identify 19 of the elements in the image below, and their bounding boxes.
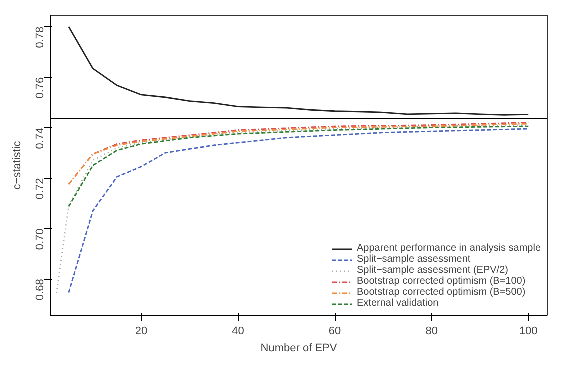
x-tick-label: 40 bbox=[232, 326, 244, 338]
legend-label: Split−sample assessment bbox=[357, 254, 471, 265]
legend-label: Split−sample assessment (EPV/2) bbox=[357, 265, 508, 276]
y-tick-label: 0.72 bbox=[34, 178, 46, 200]
legend-label: Apparent performance in analysis sample bbox=[357, 243, 541, 254]
y-tick-label: 0.76 bbox=[34, 77, 46, 99]
y-axis-title: c−statistic bbox=[12, 140, 24, 190]
y-tick-label: 0.78 bbox=[34, 26, 46, 48]
legend-label: Bootstrap corrected optimism (B=500) bbox=[357, 287, 526, 298]
legend-label: External validation bbox=[357, 298, 439, 309]
legend-label: Bootstrap corrected optimism (B=100) bbox=[357, 276, 526, 287]
y-tick-label: 0.70 bbox=[34, 228, 46, 250]
y-tick-label: 0.68 bbox=[34, 279, 46, 301]
x-axis-title: Number of EPV bbox=[260, 342, 338, 354]
x-tick-label: 80 bbox=[426, 326, 438, 338]
x-tick-label: 20 bbox=[135, 326, 148, 338]
y-tick-label: 0.74 bbox=[34, 128, 46, 150]
x-tick-label: 60 bbox=[328, 326, 342, 338]
x-tick-label: 100 bbox=[519, 326, 538, 338]
